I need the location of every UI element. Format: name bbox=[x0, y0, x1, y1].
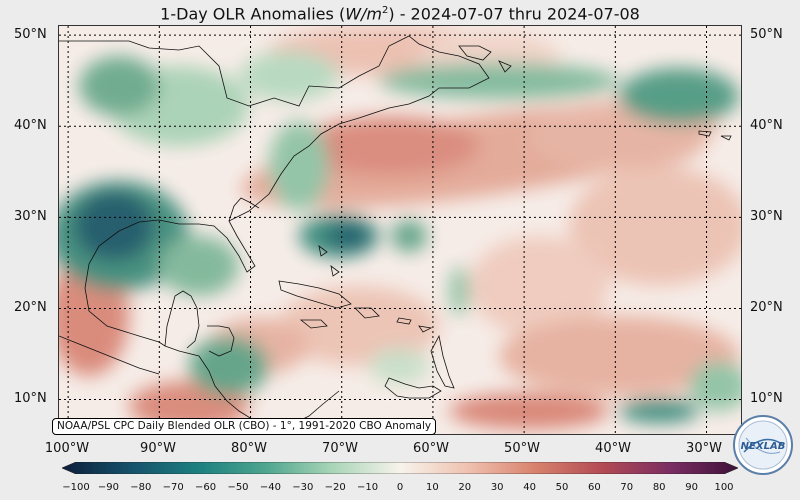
gridlines bbox=[59, 26, 741, 434]
lon-label: 50°W bbox=[504, 441, 540, 456]
colorbar-tick-label: −70 bbox=[162, 482, 184, 493]
colorbar-tick-label: −90 bbox=[97, 482, 119, 493]
colorbar-tick-label: 20 bbox=[458, 482, 472, 493]
lat-label-right: 10°N bbox=[750, 391, 783, 406]
colorbar-tick-label: 10 bbox=[426, 482, 439, 493]
lat-label-right: 30°N bbox=[750, 209, 783, 224]
colorbar-tick-label: −50 bbox=[227, 482, 249, 493]
map-title: 1-Day OLR Anomalies (W/m2) - 2024-07-07 … bbox=[160, 4, 640, 24]
lat-label-right: 40°N bbox=[750, 118, 783, 133]
nexlab-logo-icon: NEXLAB bbox=[733, 415, 793, 475]
colorbar-gradient bbox=[62, 462, 738, 474]
colorbar-tick-label: 0 bbox=[396, 482, 404, 493]
lon-label: 60°W bbox=[413, 441, 449, 456]
lon-label: 100°W bbox=[44, 441, 90, 456]
colorbar-tick-label: 60 bbox=[588, 482, 601, 493]
data-source-caption: NOAA/PSL CPC Daily Blended OLR (CBO) - 1… bbox=[52, 418, 437, 435]
colorbar-tick-label: −20 bbox=[324, 482, 346, 493]
lon-label: 30°W bbox=[686, 441, 722, 456]
lat-label-left: 30°N bbox=[14, 209, 47, 224]
colorbar-tick-label: −100 bbox=[62, 482, 90, 493]
lat-label-right: 50°N bbox=[750, 27, 783, 42]
lat-label-left: 20°N bbox=[14, 300, 47, 315]
colorbar-tick-label: 90 bbox=[685, 482, 698, 493]
lon-label: 70°W bbox=[322, 441, 358, 456]
colorbar bbox=[62, 462, 738, 474]
colorbar-tick-label: −60 bbox=[195, 482, 217, 493]
colorbar-tick-label: 80 bbox=[652, 482, 666, 493]
lat-label-left: 40°N bbox=[14, 118, 47, 133]
lon-label: 80°W bbox=[231, 441, 267, 456]
colorbar-tick-label: −80 bbox=[130, 482, 152, 493]
anomaly-field bbox=[59, 26, 741, 431]
olr-anomaly-map bbox=[58, 25, 742, 435]
colorbar-tick-label: −30 bbox=[292, 482, 314, 493]
lon-label: 90°W bbox=[140, 441, 176, 456]
lon-label: 40°W bbox=[595, 441, 631, 456]
lat-label-right: 20°N bbox=[750, 300, 783, 315]
coastlines bbox=[59, 35, 732, 427]
colorbar-tick-label: 30 bbox=[490, 482, 504, 493]
logo-text: NEXLAB bbox=[741, 441, 786, 452]
colorbar-tick-label: −40 bbox=[259, 482, 281, 493]
lat-label-left: 50°N bbox=[14, 27, 47, 42]
colorbar-tick-label: 40 bbox=[523, 482, 536, 493]
colorbar-tick-label: 70 bbox=[620, 482, 634, 493]
colorbar-tick-label: −10 bbox=[357, 482, 379, 493]
lat-label-left: 10°N bbox=[14, 391, 47, 406]
colorbar-tick-label: 50 bbox=[555, 482, 569, 493]
colorbar-tick-label: 100 bbox=[714, 482, 734, 493]
